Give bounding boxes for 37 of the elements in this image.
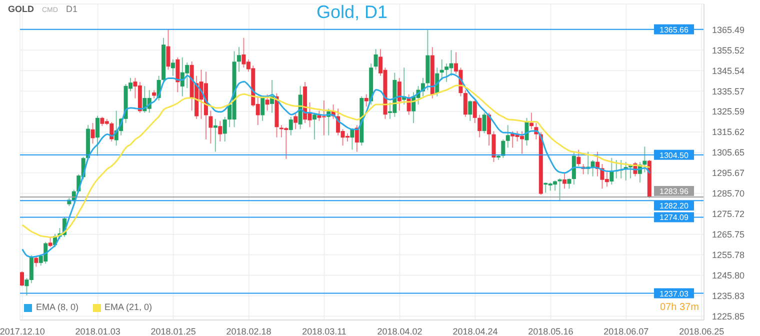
x-tick-label: 2018.03.11 — [302, 326, 346, 336]
x-tick-label: 2018.05.16 — [528, 326, 574, 336]
annotation: 07h 37m — [660, 302, 699, 313]
x-tick-label: 2018.02.18 — [226, 326, 272, 336]
ref-line-label: 1365.66 — [660, 25, 690, 34]
x-tick-label: 2018.06.25 — [679, 326, 724, 336]
y-tick-label: 1275.72 — [712, 209, 745, 220]
chart-title: Gold, D1 — [316, 2, 388, 22]
ref-line-label: 1282.20 — [660, 202, 690, 211]
legend-label: EMA (21, 0) — [104, 302, 152, 313]
annotation: D1 — [66, 4, 78, 14]
y-tick-label: 1245.80 — [712, 270, 745, 280]
y-tick-label: 1225.85 — [712, 311, 745, 322]
y-tick-label: 1305.65 — [712, 148, 745, 158]
y-tick-label: 1335.57 — [712, 86, 745, 96]
annotation: GOLD — [8, 4, 34, 14]
y-tick-label: 1285.70 — [712, 188, 745, 199]
x-tick-label: 2018.04.24 — [452, 326, 498, 336]
legend-label: EMA (8, 0) — [36, 302, 79, 313]
ref-line-label: 1283.96 — [660, 186, 690, 196]
y-tick-label: 1295.67 — [712, 168, 745, 178]
y-tick-label: 1345.54 — [712, 66, 745, 76]
x-tick-label: 2018.06.07 — [604, 326, 649, 336]
x-tick-label: 2017.12.10 — [0, 326, 45, 336]
x-tick-label: 2018.04.02 — [377, 326, 422, 336]
x-tick-label: 2018.01.25 — [150, 326, 196, 336]
y-tick-label: 1315.62 — [712, 127, 745, 138]
y-tick-label: 1355.52 — [712, 45, 745, 56]
y-tick-label: 1265.75 — [712, 230, 745, 240]
ref-line-label: 1304.50 — [660, 150, 690, 160]
ref-line-label: 1237.03 — [660, 289, 690, 298]
y-tick-label: 1255.78 — [712, 250, 745, 260]
x-tick-label: 2018.01.03 — [75, 326, 120, 336]
y-tick-label: 1325.59 — [712, 106, 745, 117]
ref-line-label: 1274.09 — [660, 213, 690, 222]
y-tick-label: 1235.83 — [712, 290, 745, 301]
y-tick-label: 1365.49 — [712, 24, 745, 35]
